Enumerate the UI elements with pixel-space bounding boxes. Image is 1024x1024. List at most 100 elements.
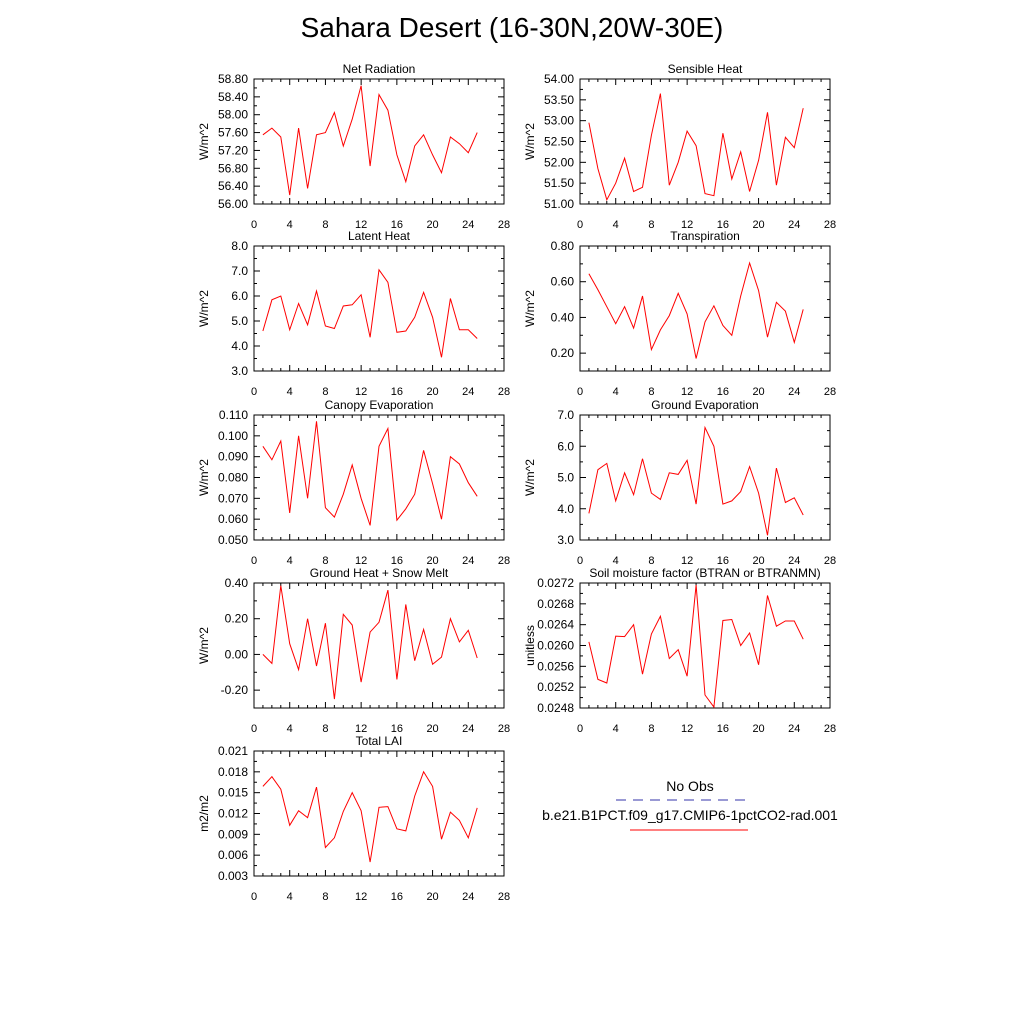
panel-5-frame	[253, 414, 505, 541]
panel-9-x-tick-label: 12	[355, 891, 367, 903]
panel-3-x-tick-label: 28	[498, 386, 510, 398]
panel-2-x-tick-label: 8	[648, 219, 654, 231]
panel-8-x-tick-label: 16	[717, 723, 729, 735]
panel-8-series-line	[588, 585, 804, 709]
panel-4-y-tick-label: 0.20	[551, 346, 575, 360]
panel-7-x-tick-label: 8	[322, 723, 328, 735]
panel-6-y-tick-label: 7.0	[557, 408, 574, 422]
panel-5-y-tick-label: 0.090	[218, 450, 248, 464]
panel-1-y-tick-label: 57.60	[218, 126, 248, 140]
panel-5-x-tick-label: 4	[287, 555, 293, 567]
panel-7-y-axis-label: W/m^2	[197, 627, 211, 664]
panel-8-y-tick-label: 0.0252	[537, 680, 574, 694]
legend-model-line	[630, 829, 748, 831]
panel-2-x-tick-label: 24	[788, 219, 800, 231]
legend-obs-label: No Obs	[666, 778, 714, 794]
panel-2-series-line	[588, 93, 804, 202]
panel-9-x-tick-label: 8	[322, 891, 328, 903]
panel-8-x-tick-label: 24	[788, 723, 800, 735]
panel-7-x-tick-label: 0	[251, 723, 257, 735]
panel-3-x-tick-label: 4	[287, 386, 293, 398]
panel-7-x-tick-label: 12	[355, 723, 367, 735]
panel-3-y-tick-label: 7.0	[231, 264, 248, 278]
panel-5-y-tick-label: 0.060	[218, 512, 248, 526]
panel-1-x-tick-label: 24	[462, 219, 474, 231]
panel-1-x-tick-label: 28	[498, 219, 510, 231]
panel-5-y-tick-label: 0.080	[218, 471, 248, 485]
panel-4-y-tick-label: 0.80	[551, 239, 575, 253]
panel-3-y-tick-label: 5.0	[231, 314, 248, 328]
panel-9-y-tick-label: 0.012	[218, 807, 248, 821]
panel-2-y-tick-label: 54.00	[544, 72, 574, 86]
panel-1-series-line	[262, 85, 478, 196]
panel-7-x-tick-label: 16	[391, 723, 403, 735]
panel-4-title: Transpiration	[670, 229, 740, 243]
panel-5-title: Canopy Evaporation	[325, 398, 434, 412]
panel-4-x-tick-label: 24	[788, 386, 800, 398]
panel-6-title: Ground Evaporation	[651, 398, 758, 412]
panel-6-y-axis-label: W/m^2	[523, 459, 537, 496]
panel-6-y-tick-label: 4.0	[557, 502, 574, 516]
panel-8-y-tick-label: 0.0248	[537, 701, 574, 715]
panel-6-x-tick-label: 16	[717, 555, 729, 567]
panel-8-x-tick-label: 12	[681, 723, 693, 735]
panel-7-y-tick-label: 0.20	[225, 612, 249, 626]
panel-8-x-tick-label: 0	[577, 723, 583, 735]
panel-8-y-axis-label: unitless	[523, 625, 537, 666]
panel-3-y-tick-label: 4.0	[231, 339, 248, 353]
panel-5-x-tick-label: 0	[251, 555, 257, 567]
panel-5-x-tick-label: 8	[322, 555, 328, 567]
panel-5-series-line	[262, 421, 478, 526]
panel-2-x-tick-label: 12	[681, 219, 693, 231]
panel-9-y-axis-label: m2/m2	[197, 795, 211, 832]
panel-8-y-tick-label: 0.0272	[537, 576, 574, 590]
panel-5-x-tick-label: 20	[426, 555, 438, 567]
panel-5-y-tick-label: 0.110	[219, 408, 248, 422]
panel-7-x-tick-label: 20	[426, 723, 438, 735]
panel-7-x-tick-label: 4	[287, 723, 293, 735]
panel-4-frame	[579, 245, 831, 372]
panel-4-x-tick-label: 16	[717, 386, 729, 398]
panel-3-series-line	[262, 268, 478, 358]
panel-3-y-tick-label: 3.0	[231, 364, 248, 378]
panel-1-x-tick-label: 4	[287, 219, 293, 231]
panel-6-x-tick-label: 24	[788, 555, 800, 567]
panel-6-series-line	[588, 425, 804, 536]
panel-1-title: Net Radiation	[343, 62, 416, 76]
panel-1-y-tick-label: 58.40	[218, 90, 248, 104]
panel-8-y-tick-label: 0.0260	[537, 639, 574, 653]
panel-2-y-tick-label: 51.00	[544, 197, 574, 211]
panel-2-x-tick-label: 28	[824, 219, 836, 231]
panel-5-x-tick-label: 12	[355, 555, 367, 567]
panel-4-series-line	[588, 261, 804, 359]
panel-5-x-tick-label: 16	[391, 555, 403, 567]
panel-4-x-tick-label: 4	[613, 386, 619, 398]
panel-9-x-tick-label: 16	[391, 891, 403, 903]
panel-7-series-line	[262, 585, 478, 700]
panel-9-x-tick-label: 4	[287, 891, 293, 903]
panel-2-x-tick-label: 4	[613, 219, 619, 231]
panel-6-y-tick-label: 6.0	[557, 439, 574, 453]
panel-9-frame	[253, 750, 505, 877]
panel-9-x-tick-label: 28	[498, 891, 510, 903]
panel-3-title: Latent Heat	[348, 229, 411, 243]
panel-2-title: Sensible Heat	[668, 62, 743, 76]
panel-8-x-tick-label: 4	[613, 723, 619, 735]
panel-6-x-tick-label: 0	[577, 555, 583, 567]
panel-9-x-tick-label: 20	[426, 891, 438, 903]
panel-3-x-tick-label: 24	[462, 386, 474, 398]
panel-8-y-tick-label: 0.0256	[537, 659, 574, 673]
panel-7-y-tick-label: -0.20	[221, 683, 249, 697]
panel-4-y-axis-label: W/m^2	[523, 290, 537, 327]
legend-model-label: b.e21.B1PCT.f09_g17.CMIP6-1pctCO2-rad.00…	[542, 807, 838, 823]
page-title: Sahara Desert (16-30N,20W-30E)	[300, 12, 724, 43]
panel-2-y-tick-label: 53.50	[544, 93, 574, 107]
panel-7-frame	[253, 582, 505, 709]
panel-6-x-tick-label: 8	[648, 555, 654, 567]
panel-1-x-tick-label: 8	[322, 219, 328, 231]
panel-3-y-tick-label: 6.0	[231, 289, 248, 303]
panel-5-x-tick-label: 24	[462, 555, 474, 567]
panel-4-y-tick-label: 0.60	[551, 275, 575, 289]
panel-1-x-tick-label: 12	[355, 219, 367, 231]
